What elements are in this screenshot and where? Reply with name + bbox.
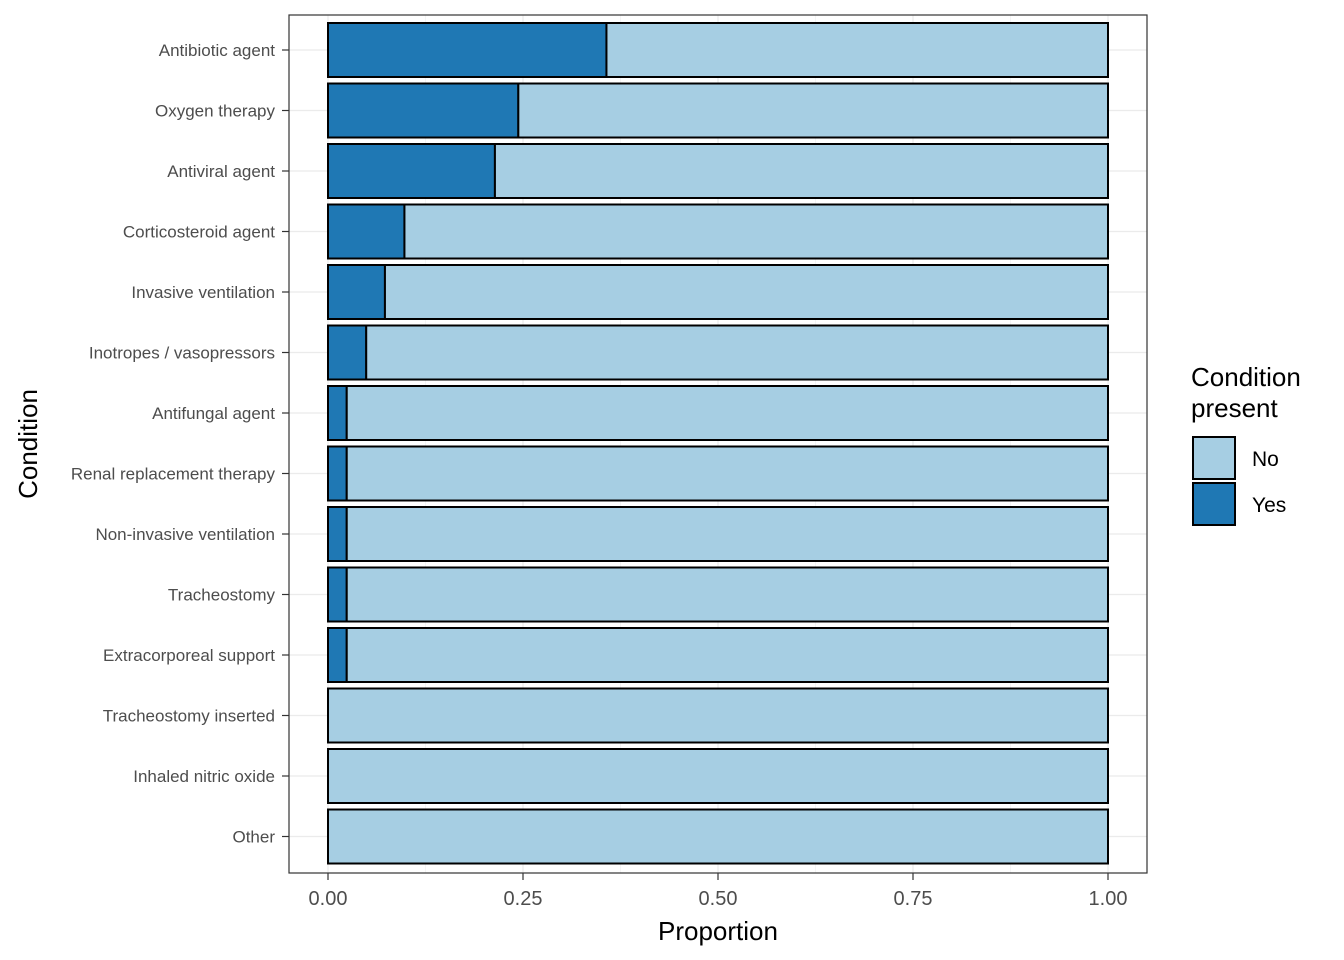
bar-yes — [327, 385, 348, 441]
y-tick-label: Inotropes / vasopressors — [89, 344, 275, 363]
bar-yes — [327, 445, 348, 502]
y-tick-label: Antifungal agent — [152, 404, 275, 423]
y-axis-title: Condition — [13, 389, 43, 499]
bar-no — [345, 566, 1110, 623]
y-tick-label: Invasive ventilation — [131, 283, 275, 302]
x-tick-label: 0.50 — [699, 888, 738, 910]
y-tick-label: Extracorporeal support — [103, 646, 275, 665]
bar-no — [345, 385, 1110, 441]
y-tick-label: Non-invasive ventilation — [95, 525, 275, 544]
bar-no — [403, 203, 1109, 260]
legend-label-yes: Yes — [1252, 494, 1286, 517]
x-axis-title: Proportion — [658, 916, 778, 946]
bar-no — [383, 264, 1109, 320]
bar-no — [605, 22, 1110, 78]
x-tick-label: 0.75 — [894, 888, 933, 910]
bar-yes — [327, 627, 348, 683]
bars — [327, 22, 1110, 865]
bar-yes — [327, 143, 496, 199]
bar-no — [493, 143, 1110, 199]
x-tick-label: 0.00 — [309, 888, 348, 910]
y-tick-label: Tracheostomy — [168, 586, 276, 605]
bar-yes — [327, 506, 348, 562]
y-tick-label: Tracheostomy inserted — [103, 707, 275, 726]
y-axis: Antibiotic agent Oxygen therapy Antiviral … — [71, 41, 289, 847]
bar-yes — [327, 566, 348, 623]
bar-no — [327, 808, 1109, 865]
bar-no — [365, 324, 1110, 381]
bar-no — [345, 445, 1110, 502]
y-tick-label: Renal replacement therapy — [71, 465, 276, 484]
legend-label-no: No — [1252, 448, 1279, 471]
legend-key-no — [1192, 436, 1236, 480]
bar-no — [327, 687, 1109, 744]
y-tick-label: Inhaled nitric oxide — [133, 767, 275, 786]
legend-key-yes — [1192, 482, 1236, 526]
bar-yes — [327, 22, 608, 78]
y-tick-label: Corticosteroid agent — [123, 223, 275, 242]
bar-yes — [327, 203, 406, 260]
bar-no — [345, 506, 1110, 562]
x-tick-label: 1.00 — [1089, 888, 1128, 910]
y-tick-label: Antiviral agent — [167, 162, 275, 181]
bar-no — [345, 627, 1110, 683]
y-tick-label: Other — [232, 828, 275, 847]
bar-yes — [327, 324, 368, 381]
bar-no — [517, 82, 1109, 139]
bar-yes — [327, 82, 520, 139]
legend: Condition present No Yes — [1191, 362, 1301, 526]
legend-title-line-2: present — [1191, 393, 1278, 423]
legend-keys: No Yes — [1192, 436, 1286, 526]
bar-no — [327, 748, 1109, 804]
bar-yes — [327, 264, 386, 320]
y-tick-label: Oxygen therapy — [155, 102, 276, 121]
y-tick-label: Antibiotic agent — [159, 41, 276, 60]
x-tick-label: 0.25 — [504, 888, 543, 910]
legend-title-line-1: Condition — [1191, 362, 1301, 392]
x-axis: 0.00 0.25 0.50 0.75 1.00 — [309, 873, 1128, 910]
